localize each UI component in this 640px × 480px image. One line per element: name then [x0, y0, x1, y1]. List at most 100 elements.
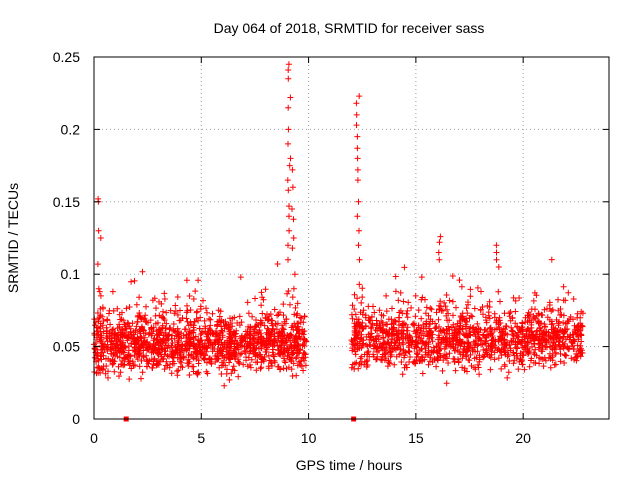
data-point: [458, 283, 465, 290]
data-point: [403, 310, 410, 317]
data-point: [114, 305, 121, 312]
data-point: [286, 203, 292, 210]
data-point: [501, 310, 508, 317]
data-point: [510, 338, 517, 345]
data-point: [456, 277, 463, 284]
data-point: [354, 145, 361, 152]
data-point: [539, 312, 546, 319]
data-point: [560, 283, 567, 290]
data-point: [416, 358, 423, 365]
data-point: [190, 329, 197, 336]
data-point: [160, 355, 167, 362]
data-point: [301, 313, 308, 320]
data-point: [573, 357, 580, 364]
data-point: [132, 362, 138, 368]
data-point: [542, 324, 549, 330]
data-point: [285, 140, 291, 147]
data-point: [237, 274, 244, 281]
data-point: [97, 292, 104, 299]
data-point: [276, 351, 283, 358]
data-point: [161, 290, 168, 297]
data-point: [430, 349, 437, 356]
data-point: [535, 310, 542, 317]
data-point: [379, 322, 386, 329]
data-point: [553, 349, 559, 356]
data-point: [146, 329, 153, 336]
data-point: [483, 345, 490, 352]
data-point: [557, 335, 564, 342]
data-point: [198, 350, 205, 357]
data-point: [302, 362, 309, 369]
data-point: [126, 376, 133, 383]
data-point: [236, 313, 243, 320]
data-point: [467, 293, 474, 300]
data-point: [424, 333, 431, 340]
data-point: [483, 317, 489, 324]
data-point: [288, 366, 295, 373]
data-point: [109, 356, 116, 363]
data-point: [436, 256, 443, 263]
data-point: [119, 333, 126, 339]
data-point: [154, 347, 160, 354]
data-point: [289, 184, 296, 191]
data-point: [285, 126, 292, 133]
data-point: [349, 347, 356, 354]
data-point: [374, 349, 380, 355]
data-point: [261, 322, 268, 329]
data-point: [295, 341, 302, 348]
data-point: [291, 320, 298, 327]
data-point: [197, 303, 204, 310]
data-point: [252, 295, 258, 302]
data-point: [450, 312, 456, 319]
data-point: [520, 352, 527, 359]
data-point: [259, 310, 266, 317]
data-point: [161, 351, 168, 358]
data-point: [525, 312, 532, 319]
data-point: [400, 330, 407, 337]
data-point: [220, 319, 227, 325]
data-point: [117, 316, 124, 323]
data-point: [161, 317, 168, 323]
data-point: [191, 318, 198, 325]
data-point: [531, 289, 538, 296]
data-point: [418, 274, 425, 281]
data-point: [532, 346, 539, 353]
data-point: [221, 325, 228, 332]
data-point: [459, 355, 466, 362]
data-point: [530, 316, 537, 323]
data-point: [413, 354, 420, 360]
data-points: [91, 61, 586, 389]
data-point: [488, 348, 495, 355]
data-point: [222, 362, 229, 369]
data-point: [433, 363, 440, 370]
data-point: [202, 323, 209, 330]
data-point: [136, 310, 143, 316]
data-point: [516, 295, 523, 301]
data-point: [139, 369, 146, 376]
data-point: [539, 330, 546, 337]
data-point: [445, 310, 452, 317]
data-point: [486, 315, 493, 322]
data-point: [505, 369, 512, 376]
data-point: [144, 358, 151, 365]
data-point: [107, 321, 114, 328]
data-point: [207, 340, 214, 347]
data-point: [94, 350, 101, 357]
data-point: [289, 373, 296, 379]
x-tick-label: 20: [515, 430, 531, 446]
data-point: [170, 321, 177, 327]
data-point: [567, 331, 574, 338]
data-point: [551, 345, 558, 352]
data-point: [105, 374, 111, 381]
data-point: [153, 360, 160, 367]
data-point: [287, 337, 294, 344]
data-point: [566, 345, 573, 352]
data-point: [410, 321, 417, 328]
data-point: [104, 327, 111, 334]
data-point: [555, 307, 562, 314]
data-point: [97, 235, 104, 241]
data-point: [138, 323, 145, 330]
data-point: [286, 213, 292, 220]
data-point: [485, 332, 492, 339]
data-point: [196, 340, 203, 346]
